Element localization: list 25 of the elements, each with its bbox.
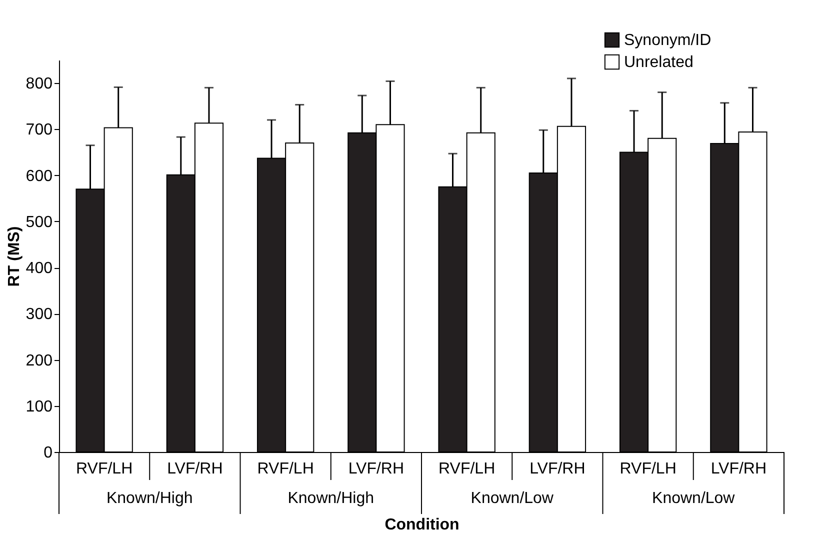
- text: Known/Low: [470, 490, 554, 507]
- y-tick-label: 100: [26, 398, 53, 416]
- x-axis-title: Condition: [384, 516, 460, 534]
- x-tick-label: RVF/LH: [76, 460, 133, 478]
- legend-label: Synonym/ID: [624, 32, 712, 49]
- y-tick-label: 400: [26, 260, 53, 278]
- y-tick-label: 500: [26, 214, 53, 231]
- x-tick-label: RVF/LH: [620, 460, 676, 478]
- y-tick-label: 600: [26, 168, 53, 185]
- text: Known/High: [288, 490, 374, 507]
- text: Known/Low: [652, 490, 736, 507]
- x-tick-label: RVF/LH: [257, 460, 314, 478]
- x-tick-label: LVF/RH: [530, 460, 586, 478]
- y-tick-label: 0: [44, 444, 53, 462]
- y-tick-label: 300: [26, 306, 53, 324]
- legend-label: Unrelated: [624, 54, 694, 71]
- x-tick-label: LVF/RH: [348, 460, 404, 478]
- y-tick-label: 800: [26, 76, 53, 93]
- x-tick-label: LVF/RH: [710, 460, 767, 478]
- y-axis-title: RT (MS): [6, 226, 23, 287]
- y-tick-label: 200: [26, 352, 53, 370]
- text: Known/High: [106, 490, 193, 507]
- x-tick-label: LVF/RH: [167, 460, 223, 478]
- x-tick-label: RVF/LH: [438, 460, 496, 478]
- y-tick-label: 700: [26, 122, 53, 139]
